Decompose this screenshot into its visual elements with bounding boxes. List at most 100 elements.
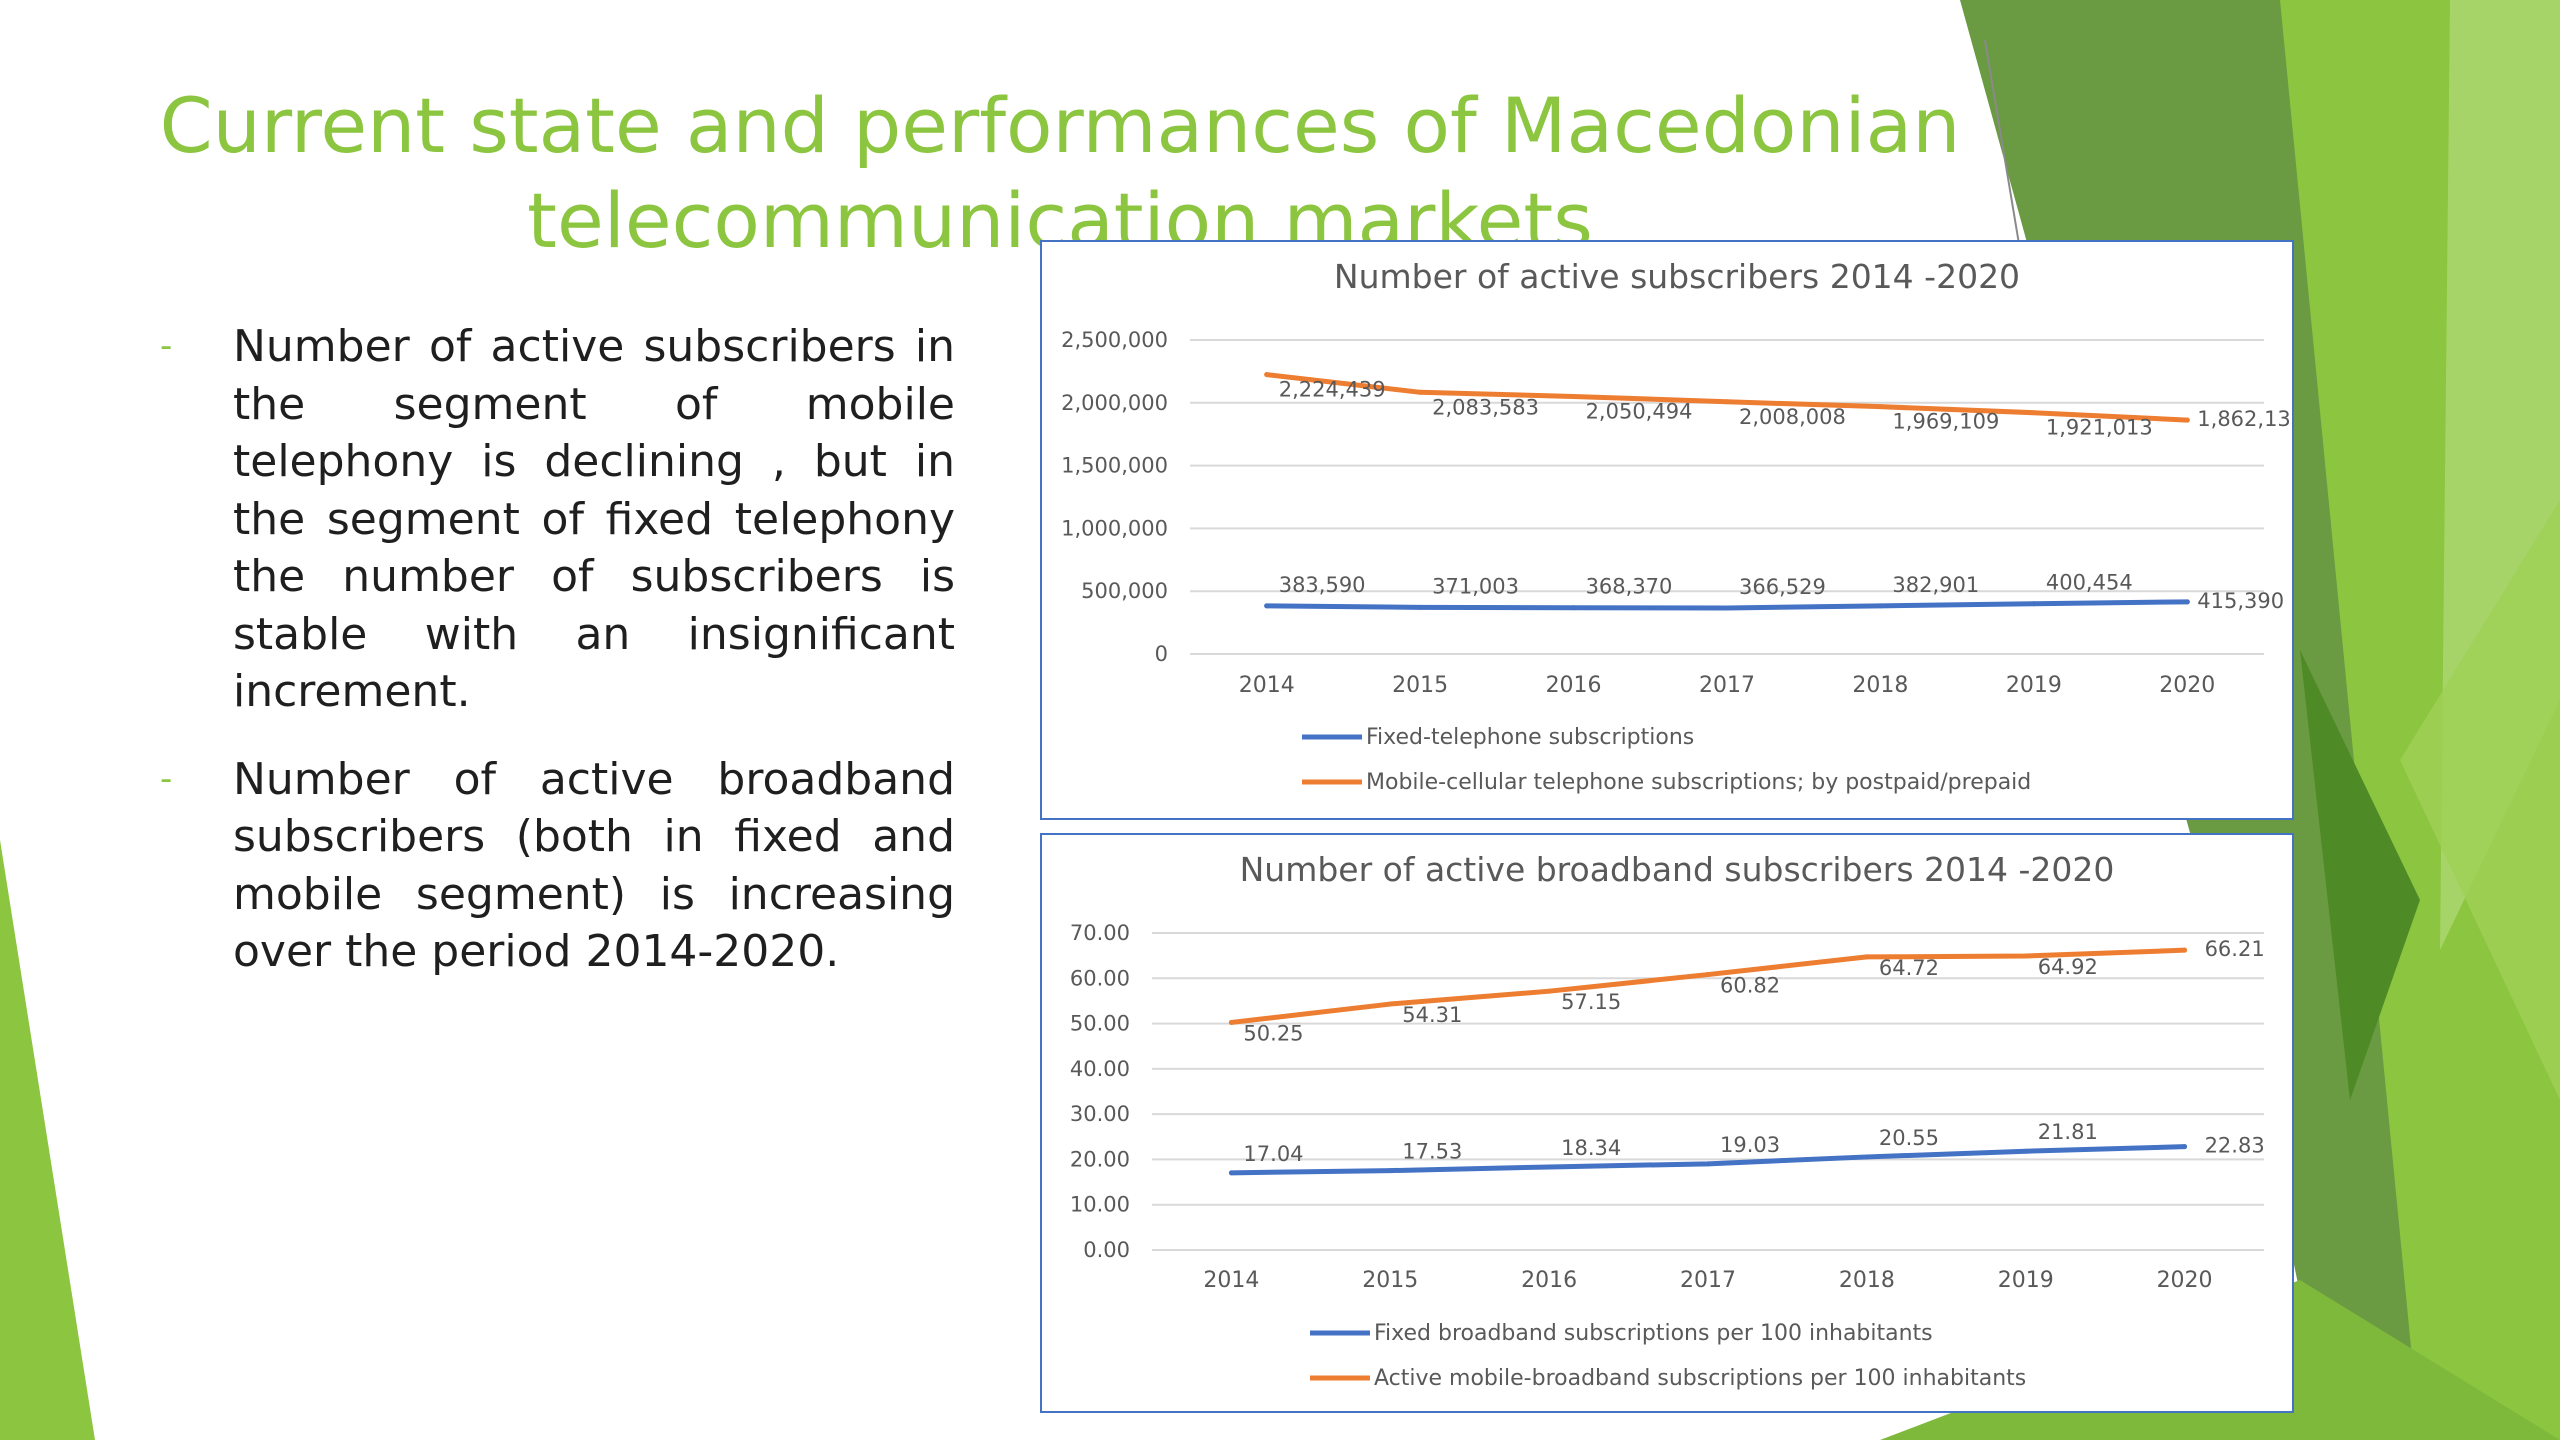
x-tick-label: 2018 [1839, 1268, 1895, 1293]
data-point [1705, 972, 1711, 978]
data-label: 371,003 [1432, 574, 1519, 598]
y-tick-label: 0 [1155, 642, 1168, 666]
data-point [1228, 1170, 1234, 1176]
data-point [1264, 603, 1270, 609]
data-point [1228, 1019, 1234, 1025]
data-label: 21.81 [2038, 1120, 2098, 1144]
data-point [2182, 1144, 2188, 1150]
y-tick-label: 50.00 [1070, 1012, 1130, 1036]
data-label: 22.83 [2205, 1134, 2265, 1158]
data-label: 2,083,583 [1432, 395, 1539, 419]
y-tick-label: 500,000 [1081, 579, 1168, 603]
x-tick-label: 2016 [1546, 673, 1602, 698]
x-tick-label: 2014 [1239, 673, 1295, 698]
bullet-item-broadband: - Number of active broadband subscribers… [160, 751, 955, 981]
y-tick-label: 2,500,000 [1061, 328, 1168, 352]
data-label: 2,008,008 [1739, 405, 1846, 429]
deco-facet-right-deep [2300, 650, 2420, 1100]
data-point [2184, 417, 2190, 423]
y-tick-label: 0.00 [1083, 1238, 1130, 1262]
data-point [1546, 1164, 1552, 1170]
legend-label: Fixed broadband subscriptions per 100 in… [1374, 1321, 1933, 1346]
chart-title: Number of active broadband subscribers 2… [1240, 850, 2115, 889]
deco-facet-right-pale [2400, 500, 2560, 1100]
data-point [1417, 389, 1423, 395]
data-label: 57.15 [1561, 990, 1621, 1014]
data-point [1264, 372, 1270, 378]
x-tick-label: 2015 [1362, 1268, 1418, 1293]
data-label: 18.34 [1561, 1136, 1621, 1160]
data-point [1546, 988, 1552, 994]
y-tick-label: 30.00 [1070, 1102, 1130, 1126]
data-point [1724, 605, 1730, 611]
data-label: 383,590 [1279, 573, 1366, 597]
y-tick-label: 1,000,000 [1061, 516, 1168, 540]
data-point [2023, 953, 2029, 959]
data-point [1387, 1168, 1393, 1174]
deco-thin-line [1984, 39, 2021, 251]
legend-label: Fixed-telephone subscriptions [1366, 725, 1694, 750]
data-point [2023, 1148, 2029, 1154]
data-label: 17.53 [1402, 1140, 1462, 1164]
x-tick-label: 2016 [1521, 1268, 1577, 1293]
legend-label: Mobile-cellular telephone subscriptions;… [1366, 770, 2031, 795]
data-label: 368,370 [1586, 575, 1673, 599]
broadband-chart-svg: Number of active broadband subscribers 2… [1070, 850, 2265, 1391]
data-label: 20.55 [1879, 1126, 1939, 1150]
data-label: 1,921,013 [2046, 416, 2153, 440]
subscribers-chart-svg: Number of active subscribers 2014 -2020 0… [1061, 257, 2292, 795]
data-point [2182, 947, 2188, 953]
data-label: 64.92 [2038, 955, 2098, 979]
data-label: 2,050,494 [1586, 399, 1693, 423]
x-tick-label: 2017 [1699, 673, 1755, 698]
broadband-chart: Number of active broadband subscribers 2… [1040, 833, 2294, 1413]
data-label: 17.04 [1243, 1142, 1303, 1166]
data-point [1571, 605, 1577, 611]
slide-title-line1: Current state and performances of Macedo… [159, 81, 1961, 170]
deco-facet-left [0, 840, 95, 1440]
data-point [2184, 599, 2190, 605]
data-point [2031, 410, 2037, 416]
data-label: 60.82 [1720, 974, 1780, 998]
x-tick-label: 2017 [1680, 1268, 1736, 1293]
data-label: 415,390 [2197, 589, 2284, 613]
bullet-item-mobile: - Number of active subscribers in the se… [160, 318, 955, 721]
x-tick-label: 2019 [1998, 1268, 2054, 1293]
data-point [1877, 603, 1883, 609]
subscribers-chart: Number of active subscribers 2014 -2020 0… [1040, 240, 2294, 820]
data-point [1417, 604, 1423, 610]
data-label: 382,901 [1892, 573, 1979, 597]
x-tick-label: 2015 [1392, 673, 1448, 698]
y-tick-label: 20.00 [1070, 1147, 1130, 1171]
bullet-marker: - [160, 758, 173, 799]
slide-title: Current state and performances of Macedo… [140, 78, 1980, 268]
data-label: 54.31 [1402, 1003, 1462, 1027]
data-point [1877, 404, 1883, 410]
data-label: 50.25 [1243, 1021, 1303, 1045]
data-point [1864, 954, 1870, 960]
data-label: 19.03 [1720, 1133, 1780, 1157]
data-point [1705, 1161, 1711, 1167]
x-tick-label: 2019 [2006, 673, 2062, 698]
bullet-list: - Number of active subscribers in the se… [160, 318, 955, 1011]
x-tick-label: 2020 [2159, 673, 2215, 698]
data-label: 1,862,138 [2197, 407, 2292, 431]
y-tick-label: 2,000,000 [1061, 391, 1168, 415]
data-label: 400,454 [2046, 571, 2133, 595]
x-tick-label: 2014 [1203, 1268, 1259, 1293]
series-line [1264, 372, 2190, 423]
bullet-marker: - [160, 326, 173, 366]
data-point [2031, 601, 2037, 607]
data-label: 1,969,109 [1892, 410, 1999, 434]
data-label: 366,529 [1739, 575, 1826, 599]
data-point [1864, 1154, 1870, 1160]
y-tick-label: 40.00 [1070, 1057, 1130, 1081]
y-tick-label: 10.00 [1070, 1193, 1130, 1217]
chart-title: Number of active subscribers 2014 -2020 [1334, 257, 2020, 296]
data-label: 66.21 [2205, 937, 2265, 961]
bullet-text: Number of active subscribers in the segm… [233, 321, 955, 717]
y-tick-label: 60.00 [1070, 966, 1130, 990]
data-label: 2,224,439 [1279, 378, 1386, 402]
legend-label: Active mobile-broadband subscriptions pe… [1374, 1366, 2026, 1391]
data-point [1724, 399, 1730, 405]
